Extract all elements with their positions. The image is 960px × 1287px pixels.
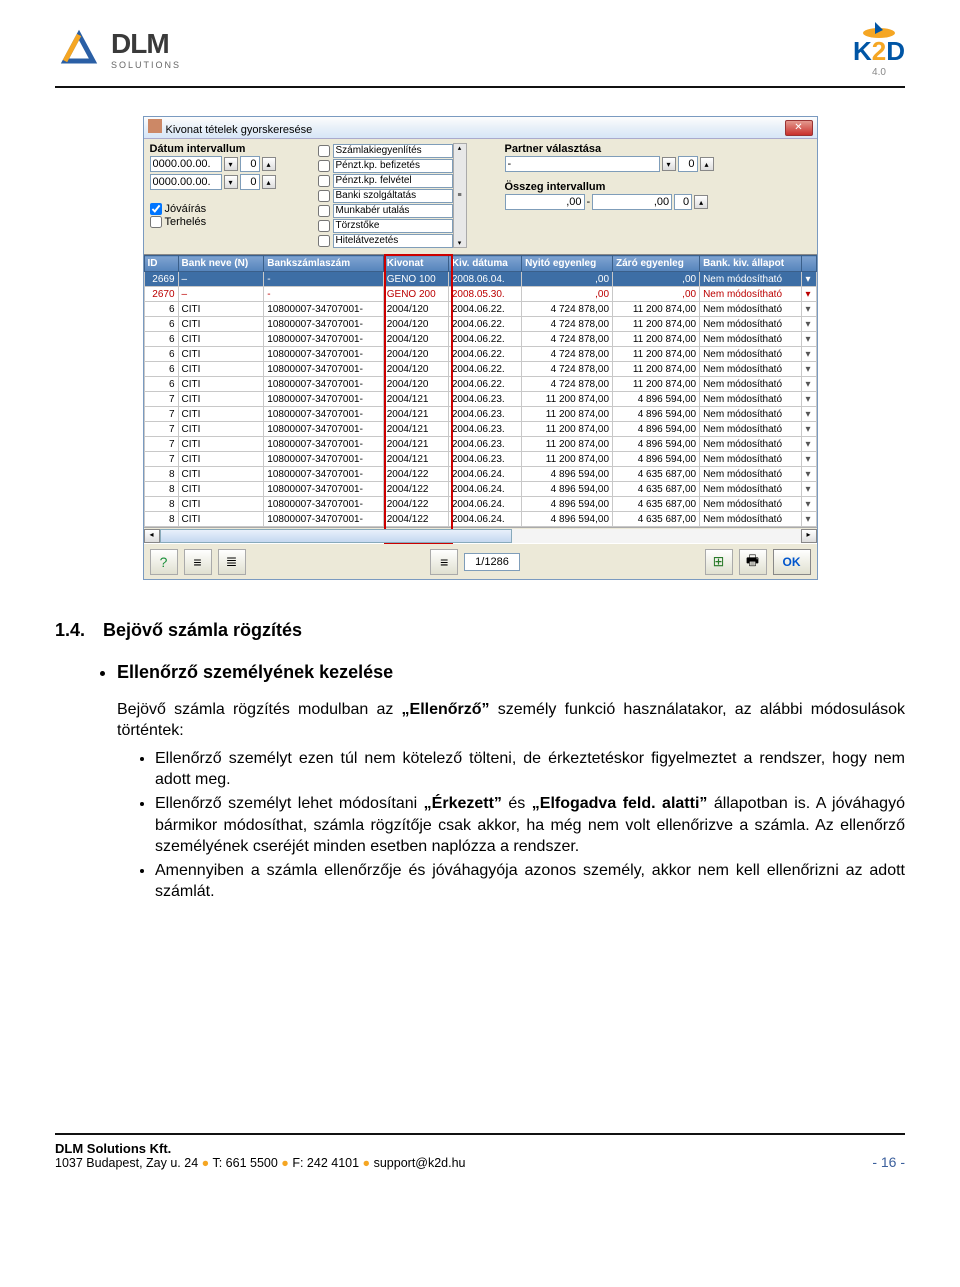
intro-paragraph: Bejövő számla rögzítés modulban az „Elle… <box>55 699 905 742</box>
type-item[interactable]: Törzstőke <box>318 218 453 233</box>
amount-to[interactable] <box>592 194 672 210</box>
section-heading: 1.4.Bejövő számla rögzítés <box>55 618 905 642</box>
table-row[interactable]: 6CITI10800007-34707001-2004/1202004.06.2… <box>144 347 816 362</box>
amount-dash: - <box>587 196 591 208</box>
table-row[interactable]: 6CITI10800007-34707001-2004/1202004.06.2… <box>144 302 816 317</box>
table-row[interactable]: 2670–-GENO 2002008.05.30.,00,00Nem módos… <box>144 287 816 302</box>
table-row[interactable]: 7CITI10800007-34707001-2004/1212004.06.2… <box>144 407 816 422</box>
scroll-left-button[interactable]: ◂ <box>144 529 160 543</box>
logo-text-main: DLM <box>111 28 181 60</box>
column-header[interactable]: Bankszámlaszám <box>264 256 383 272</box>
column-header[interactable]: Bank neve (N) <box>178 256 264 272</box>
date-from-input[interactable] <box>150 156 222 172</box>
table-row[interactable]: 7CITI10800007-34707001-2004/1212004.06.2… <box>144 452 816 467</box>
app-icon <box>148 119 162 133</box>
column-header[interactable]: Kivonat <box>383 256 448 272</box>
horizontal-scrollbar[interactable]: ◂ ▸ <box>144 527 817 543</box>
date-from-spin-btn[interactable]: ▴ <box>262 157 276 171</box>
chk-jovairas[interactable]: Jóváírás <box>150 203 300 215</box>
table-row[interactable]: 7CITI10800007-34707001-2004/1212004.06.2… <box>144 437 816 452</box>
bullet-3: Amennyiben a számla ellenőrzője és jóváh… <box>155 860 905 903</box>
lines-icon[interactable]: ≡ <box>430 549 458 575</box>
date-from-spin[interactable] <box>240 156 260 172</box>
table-row[interactable]: 8CITI10800007-34707001-2004/1222004.06.2… <box>144 467 816 482</box>
record-counter: 1/1286 <box>464 553 520 571</box>
type-item[interactable]: Pénzt.kp. befizetés <box>318 158 453 173</box>
footer-company: DLM Solutions Kft. <box>55 1141 466 1156</box>
amount-spin[interactable] <box>674 194 692 210</box>
window-title: Kivonat tételek gyorskeresése <box>166 124 313 136</box>
amount-label: Összeg intervallum <box>505 181 735 193</box>
logo-dlm: DLM SOLUTIONS <box>55 28 181 70</box>
title-bar: Kivonat tételek gyorskeresése ✕ <box>144 117 817 139</box>
subsection-heading: Ellenőrző személyének kezelése <box>117 660 905 684</box>
column-header[interactable] <box>802 256 816 272</box>
page-number: - 16 - <box>872 1154 905 1170</box>
table-row[interactable]: 6CITI10800007-34707001-2004/1202004.06.2… <box>144 362 816 377</box>
document-body: 1.4.Bejövő számla rögzítés Ellenőrző sze… <box>0 580 960 903</box>
date-to-spin-btn[interactable]: ▴ <box>262 175 276 189</box>
logo-k2d: K2D 4.0 <box>853 20 905 78</box>
logo-text-sub: SOLUTIONS <box>111 60 181 70</box>
type-list-scroll[interactable]: ▴≡▾ <box>453 143 467 248</box>
list-icon-2[interactable]: ≣ <box>218 549 246 575</box>
partner-label: Partner választása <box>505 143 735 155</box>
excel-export-icon[interactable]: ⊞ <box>705 549 733 575</box>
date-from-picker[interactable]: ▾ <box>224 157 238 171</box>
table-row[interactable]: 2669–-GENO 1002008.06.04.,00,00Nem módos… <box>144 272 816 287</box>
partner-spin-btn[interactable]: ▴ <box>700 157 714 171</box>
bullet-2: Ellenőrző személyt lehet módosítani „Érk… <box>155 793 905 858</box>
table-row[interactable]: 7CITI10800007-34707001-2004/1212004.06.2… <box>144 422 816 437</box>
app-window: Kivonat tételek gyorskeresése ✕ Dátum in… <box>143 116 818 580</box>
close-button[interactable]: ✕ <box>785 120 813 136</box>
filter-panel: Dátum intervallum ▾ ▴ ▾ ▴ Jóváírás Terhe… <box>144 139 817 254</box>
partner-spin[interactable] <box>678 156 698 172</box>
table-row[interactable]: 7CITI10800007-34707001-2004/1212004.06.2… <box>144 392 816 407</box>
logo-triangle-icon <box>55 29 103 69</box>
type-item[interactable]: Számlakiegyenlítés <box>318 143 453 158</box>
type-item[interactable]: Munkabér utalás <box>318 203 453 218</box>
table-row[interactable]: 6CITI10800007-34707001-2004/1202004.06.2… <box>144 377 816 392</box>
print-icon[interactable]: 🖶 <box>739 549 767 575</box>
data-grid[interactable]: IDBank neve (N)BankszámlaszámKivonatKiv.… <box>144 254 817 527</box>
date-to-input[interactable] <box>150 174 222 190</box>
scroll-right-button[interactable]: ▸ <box>801 529 817 543</box>
k2d-version: 4.0 <box>872 67 886 78</box>
amount-spin-btn[interactable]: ▴ <box>694 195 708 209</box>
chk-terheles[interactable]: Terhelés <box>150 216 300 228</box>
column-header[interactable]: Bank. kiv. állapot <box>700 256 802 272</box>
date-interval-label: Dátum intervallum <box>150 143 300 155</box>
page-header: DLM SOLUTIONS K2D 4.0 <box>0 0 960 86</box>
date-to-spin[interactable] <box>240 174 260 190</box>
table-row[interactable]: 8CITI10800007-34707001-2004/1222004.06.2… <box>144 512 816 527</box>
column-header[interactable]: ID <box>144 256 178 272</box>
table-row[interactable]: 6CITI10800007-34707001-2004/1202004.06.2… <box>144 332 816 347</box>
transaction-type-list: SzámlakiegyenlítésPénzt.kp. befizetésPén… <box>318 143 453 248</box>
status-bar: ? ≡ ≣ ≡ 1/1286 ⊞ 🖶 OK <box>144 543 817 579</box>
type-item[interactable]: Banki szolgáltatás <box>318 188 453 203</box>
table-row[interactable]: 8CITI10800007-34707001-2004/1222004.06.2… <box>144 482 816 497</box>
date-to-picker[interactable]: ▾ <box>224 175 238 189</box>
list-icon-1[interactable]: ≡ <box>184 549 212 575</box>
partner-dropdown[interactable]: ▾ <box>662 157 676 171</box>
ok-button[interactable]: OK <box>773 549 811 575</box>
footer-address: 1037 Budapest, Zay u. 24 ● T: 661 5500 ●… <box>55 1156 466 1170</box>
page-footer: DLM Solutions Kft. 1037 Budapest, Zay u.… <box>0 1133 960 1194</box>
table-row[interactable]: 8CITI10800007-34707001-2004/1222004.06.2… <box>144 497 816 512</box>
column-header[interactable]: Záró egyenleg <box>613 256 700 272</box>
type-item[interactable]: Pénzt.kp. felvétel <box>318 173 453 188</box>
help-button[interactable]: ? <box>150 549 178 575</box>
amount-from[interactable] <box>505 194 585 210</box>
partner-input[interactable] <box>505 156 660 172</box>
table-row[interactable]: 6CITI10800007-34707001-2004/1202004.06.2… <box>144 317 816 332</box>
column-header[interactable]: Nyitó egyenleg <box>522 256 613 272</box>
type-item[interactable]: Hitelátvezetés <box>318 233 453 248</box>
bullet-1: Ellenőrző személyt ezen túl nem kötelező… <box>155 748 905 791</box>
column-header[interactable]: Kiv. dátuma <box>448 256 521 272</box>
